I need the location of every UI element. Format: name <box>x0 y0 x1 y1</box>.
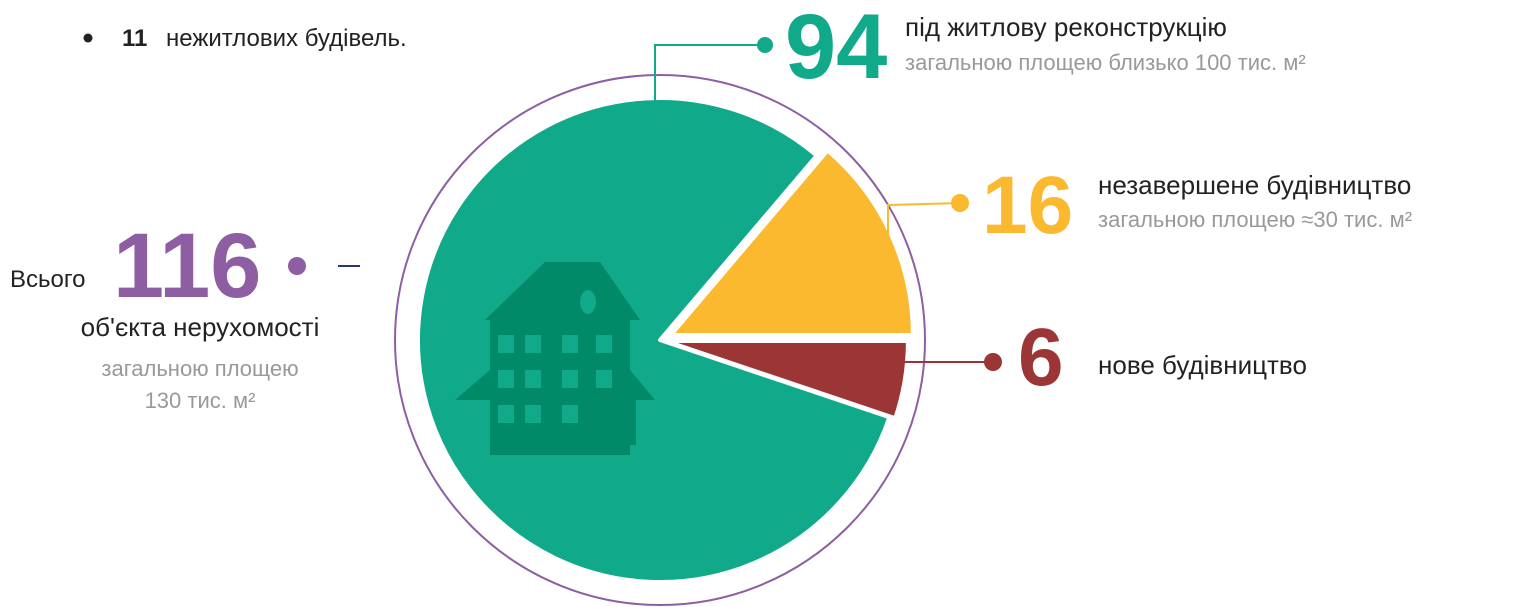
slice-labels: 94 під житлову реконструкцію загальною пло… <box>654 0 1412 403</box>
leader-dot <box>951 194 969 212</box>
bullet-number: 11 <box>122 25 147 52</box>
value-label: 16 <box>982 160 1073 251</box>
pie <box>416 96 915 584</box>
value-label: 94 <box>785 0 887 98</box>
total-note: загальною площею <box>101 356 298 381</box>
leader-line <box>887 202 961 240</box>
pie-slice <box>663 338 910 421</box>
category-subtitle: загальною площею ≈30 тис. м² <box>1098 207 1412 232</box>
total-value: 116 <box>113 215 261 317</box>
total-label: об'єкта нерухомості <box>81 312 320 342</box>
leader-dot <box>757 37 773 53</box>
bullet-dot <box>83 33 93 43</box>
bullet-text: нежитлових будівель. <box>166 25 407 52</box>
total-note: 130 тис. м² <box>145 388 256 413</box>
pie-slice <box>668 148 915 337</box>
leader-dot <box>984 353 1002 371</box>
category-label: під житлову реконструкцію <box>905 12 1227 42</box>
total-prefix: Всього <box>10 266 85 293</box>
house-windows <box>498 290 612 423</box>
pie-slice <box>416 96 892 584</box>
category-label: нове будівництво <box>1098 350 1307 380</box>
category-subtitle: загальною площею близько 100 тис. м² <box>905 50 1306 75</box>
total-dot <box>288 257 306 275</box>
leader-line <box>654 44 765 105</box>
category-label: незавершене будівництво <box>1098 170 1411 200</box>
outer-ring <box>394 74 926 606</box>
value-label: 6 <box>1018 312 1064 403</box>
